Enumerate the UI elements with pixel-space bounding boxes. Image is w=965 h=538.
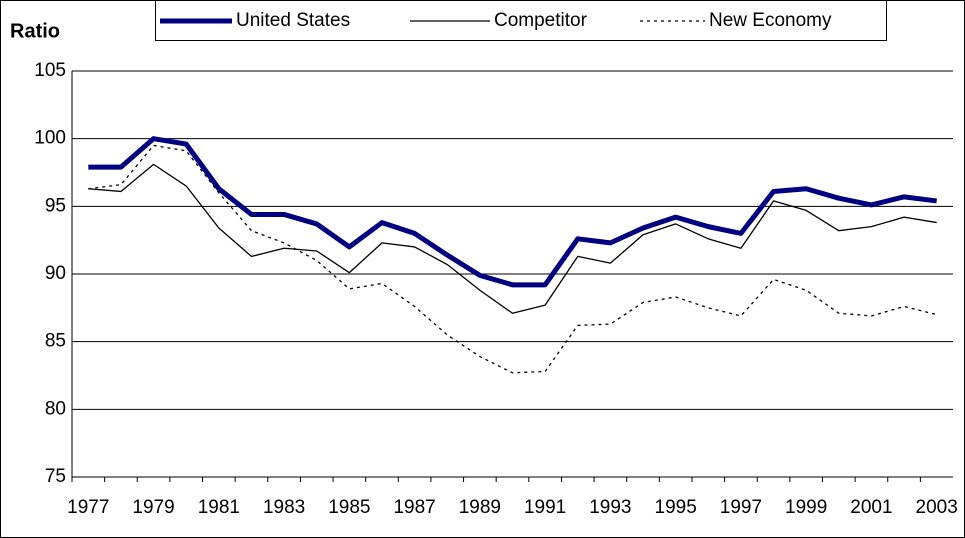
y-tick-label: 105 xyxy=(34,60,66,81)
series-line xyxy=(88,163,937,314)
x-tick-label: 1979 xyxy=(132,497,174,518)
x-tick-label: 1999 xyxy=(785,497,827,518)
x-tick-label: 2001 xyxy=(850,497,892,518)
x-tick-label: 1977 xyxy=(67,497,109,518)
y-axis-title: Ratio xyxy=(10,20,60,42)
x-tick-label: 1991 xyxy=(524,497,566,518)
y-tick-label: 100 xyxy=(34,128,66,149)
x-tick-label: 1985 xyxy=(328,497,370,518)
y-tick-label: 75 xyxy=(45,466,66,487)
x-tick-label: 1981 xyxy=(198,497,240,518)
y-tick-label: 95 xyxy=(45,195,66,216)
series-line xyxy=(88,144,937,374)
x-tick-label: 1989 xyxy=(459,497,501,518)
x-tick-label: 1997 xyxy=(720,497,762,518)
y-tick-label: 80 xyxy=(45,398,66,419)
x-tick-label: 1983 xyxy=(263,497,305,518)
legend-box xyxy=(155,0,887,41)
legend-label: United States xyxy=(236,10,350,31)
legend-label: New Economy xyxy=(709,10,832,31)
x-tick-label: 2003 xyxy=(916,497,958,518)
y-tick-label: 85 xyxy=(45,331,66,352)
y-tick-label: 90 xyxy=(45,263,66,284)
series-line xyxy=(88,136,937,288)
legend-label: Competitor xyxy=(494,10,588,31)
x-tick-label: 1993 xyxy=(589,497,631,518)
x-tick-label: 1995 xyxy=(655,497,697,518)
x-tick-label: 1987 xyxy=(393,497,435,518)
